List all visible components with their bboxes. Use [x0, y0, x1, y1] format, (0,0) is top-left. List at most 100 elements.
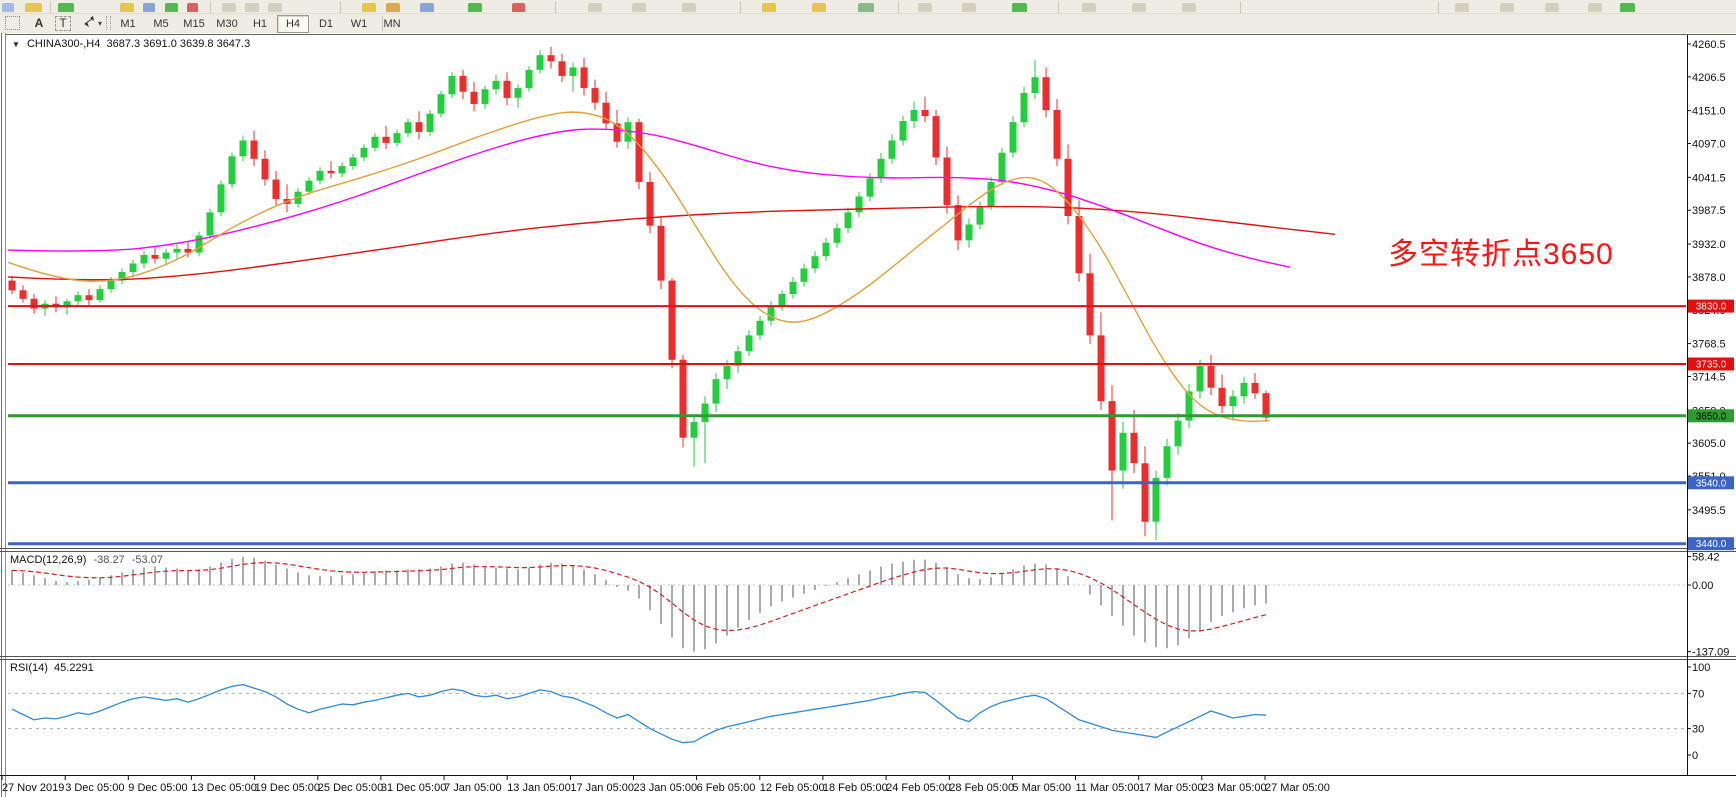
toolbar-icon-sliver[interactable] [512, 3, 525, 12]
time-tick-label: 18 Feb 05:00 [823, 782, 888, 794]
toolbar-icon-sliver[interactable] [165, 3, 178, 12]
candle-body [1119, 432, 1127, 471]
timeframe-button-mn[interactable]: MN [383, 17, 401, 30]
candle-body [613, 123, 621, 142]
price-level-badge-3650.0: 3650.0 [1688, 409, 1734, 423]
candle-body [1174, 420, 1182, 447]
macd-signal-line [11, 561, 1267, 632]
candle-body [404, 122, 412, 134]
candle-body [1075, 216, 1083, 274]
candle-body [261, 158, 269, 180]
toolbar-icon-sliver[interactable] [762, 3, 776, 12]
candle-body [943, 157, 951, 205]
candle-body [558, 61, 566, 76]
toolbar-icon-sliver[interactable] [420, 3, 434, 12]
candlestick-series [8, 46, 1270, 540]
timeframe-button-d1[interactable]: D1 [318, 17, 334, 30]
toolbar-icon-sliver[interactable] [362, 3, 376, 12]
timeframe-button-m1[interactable]: M1 [120, 17, 136, 30]
chart-canvas[interactable]: 4260.5 4206.5 4151.0 4097.0 4041.5 3987.5 3932… [0, 33, 1736, 797]
toolbar-icon-sliver[interactable] [1012, 3, 1027, 12]
chart-text-annotation[interactable]: 多空转折点3650 [1388, 238, 1614, 271]
toolbar-icon-sliver[interactable] [1182, 3, 1196, 12]
toolbar-icon-sliver[interactable] [2, 3, 14, 12]
time-tick-label: 13 Jan 05:00 [507, 782, 571, 794]
candle-body [690, 421, 698, 438]
candle-body [525, 69, 533, 89]
toolbar-icon-sliver[interactable] [918, 3, 932, 12]
toolbar-top-row [0, 0, 1736, 14]
candle-body [217, 184, 225, 213]
macd-scale-label: 58.42 [1692, 552, 1720, 564]
text-label-icon[interactable]: A [34, 16, 44, 30]
toolbar-icon-sliver[interactable] [1455, 3, 1469, 12]
svg-text:3540.0: 3540.0 [1696, 478, 1727, 489]
toolbar-icon-sliver[interactable] [1082, 3, 1096, 12]
candle-body [855, 196, 863, 213]
timeframe-button-m15[interactable]: M15 [183, 17, 205, 30]
time-tick-label: 23 Jan 05:00 [634, 782, 698, 794]
candle-body [96, 289, 104, 301]
candle-body [899, 121, 907, 141]
candle-body [1108, 401, 1116, 471]
toolbar-icon-sliver[interactable] [143, 3, 155, 12]
candle-body [965, 224, 973, 241]
toolbar-icon-sliver[interactable] [1132, 3, 1146, 12]
toolbar-icon-sliver[interactable] [120, 3, 134, 12]
time-tick-label: 11 Mar 05:00 [1076, 782, 1140, 794]
toolbar-icon-sliver[interactable] [1500, 3, 1514, 12]
chart-plot-area[interactable] [8, 35, 1686, 775]
toolbar-icon-sliver[interactable] [222, 3, 236, 12]
toolbar-icon-sliver[interactable] [858, 3, 874, 12]
toolbar-icon-sliver[interactable] [962, 3, 976, 12]
candle-body [140, 255, 148, 264]
toolbar-grip-handle[interactable] [106, 16, 111, 30]
ma-medium-magenta[interactable] [7, 128, 1291, 268]
ma-slow-red[interactable] [7, 205, 1336, 281]
toolbar-icon-sliver[interactable] [1620, 3, 1635, 12]
timeframe-button-h4[interactable]: H4 [277, 14, 309, 33]
ma-fast-orange[interactable] [7, 111, 1271, 423]
symbol-dropdown-icon[interactable]: ▼ [12, 40, 20, 49]
candle-body [1185, 391, 1193, 421]
timeframe-button-w1[interactable]: W1 [350, 17, 368, 30]
toolbar-icon-sliver[interactable] [245, 3, 259, 12]
candle-body [668, 280, 676, 360]
dropdown-caret-icon[interactable]: ▾ [98, 19, 103, 28]
price-tick-label: 3987.5 [1692, 205, 1726, 217]
toolbar-icon-sliver[interactable] [588, 3, 602, 12]
price-level-badge-3540.0: 3540.0 [1688, 476, 1734, 490]
cursor-grid-icon[interactable] [5, 16, 20, 30]
toolbar-icon-sliver[interactable] [386, 3, 400, 12]
timeframe-button-h1[interactable]: H1 [252, 17, 268, 30]
toolbar-icon-sliver[interactable] [468, 3, 482, 12]
toolbar-icon-sliver[interactable] [268, 3, 282, 12]
arrow-tools-icon[interactable] [80, 15, 98, 31]
time-tick-label: 24 Feb 05:00 [886, 782, 951, 794]
price-tick-label: 3932.0 [1692, 239, 1726, 251]
toolbar-icon-sliver[interactable] [682, 3, 696, 12]
candle-body [30, 298, 38, 309]
rsi-scale-label: 70 [1692, 688, 1704, 700]
toolbar-icon-sliver[interactable] [1588, 3, 1602, 12]
price-tick-label: 4206.5 [1692, 72, 1726, 84]
rsi-name: RSI(14) [10, 662, 48, 674]
time-tick-label: 6 Feb 05:00 [697, 782, 756, 794]
toolbar-icon-sliver[interactable] [1545, 3, 1559, 12]
text-box-icon[interactable]: T [55, 16, 71, 31]
toolbar-icon-sliver[interactable] [58, 3, 74, 12]
toolbar-icon-sliver[interactable] [25, 3, 42, 12]
time-tick-label: 13 Dec 05:00 [191, 782, 256, 794]
toolbar-icon-sliver[interactable] [812, 3, 826, 12]
timeframe-button-m30[interactable]: M30 [216, 17, 238, 30]
time-axis[interactable]: 27 Nov 2019 3 Dec 05:00 9 Dec 05:00 13 Dec … [0, 775, 1736, 795]
timeframe-button-group: M1 M5 M15 M30 H1 H4 D1 W1 MN [112, 14, 409, 33]
time-tick-label: 19 Dec 05:00 [255, 782, 320, 794]
candle-body [1251, 382, 1259, 394]
candle-body [272, 179, 280, 199]
candle-body [547, 55, 555, 62]
toolbar-icon-sliver[interactable] [632, 3, 646, 12]
candle-body [1218, 387, 1226, 407]
timeframe-button-m5[interactable]: M5 [153, 17, 169, 30]
toolbar-icon-sliver[interactable] [187, 3, 198, 12]
